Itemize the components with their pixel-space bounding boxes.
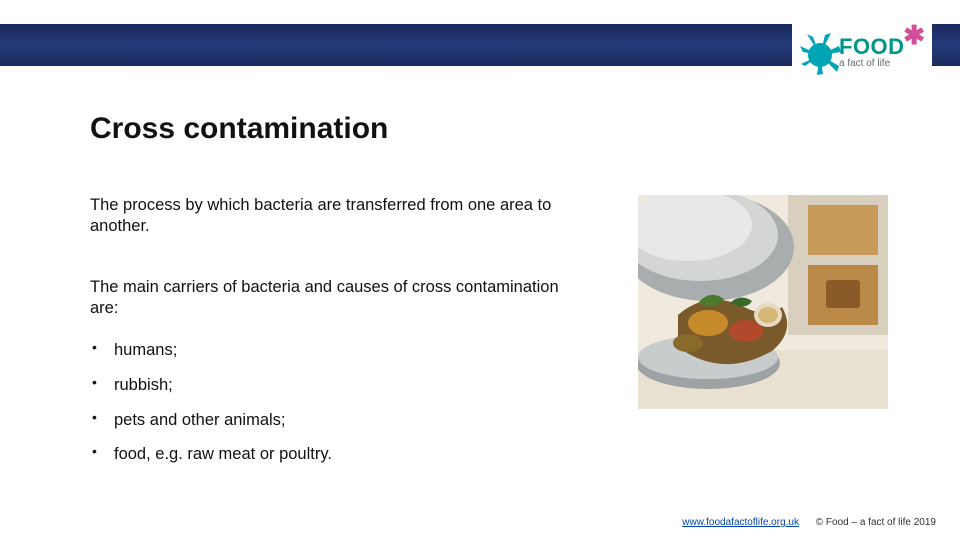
list-item: humans; <box>92 333 575 368</box>
food-waste-bin-icon <box>638 195 888 409</box>
list-item: rubbish; <box>92 368 575 403</box>
list-intro: The main carriers of bacteria and causes… <box>90 277 575 319</box>
content-image <box>638 195 888 409</box>
footer-link[interactable]: www.foodafactoflife.org.uk <box>682 517 799 528</box>
intro-paragraph: The process by which bacteria are transf… <box>90 195 575 237</box>
copyright-text: © Food – a fact of life 2019 <box>816 517 936 528</box>
logo-tagline: a fact of life <box>839 59 905 69</box>
splash-icon <box>797 30 843 76</box>
bullet-list: humans; rubbish; pets and other animals;… <box>90 333 575 472</box>
body-content: The process by which bacteria are transf… <box>90 195 575 472</box>
brand-logo: FOOD a fact of life ✱ <box>792 16 932 88</box>
asterisk-icon: ✱ <box>903 20 925 51</box>
list-item: pets and other animals; <box>92 403 575 438</box>
list-item: food, e.g. raw meat or poultry. <box>92 437 575 472</box>
logo-brand-text: FOOD <box>839 36 905 58</box>
footer: www.foodafactoflife.org.uk © Food – a fa… <box>682 517 936 528</box>
page-title: Cross contamination <box>90 112 388 146</box>
